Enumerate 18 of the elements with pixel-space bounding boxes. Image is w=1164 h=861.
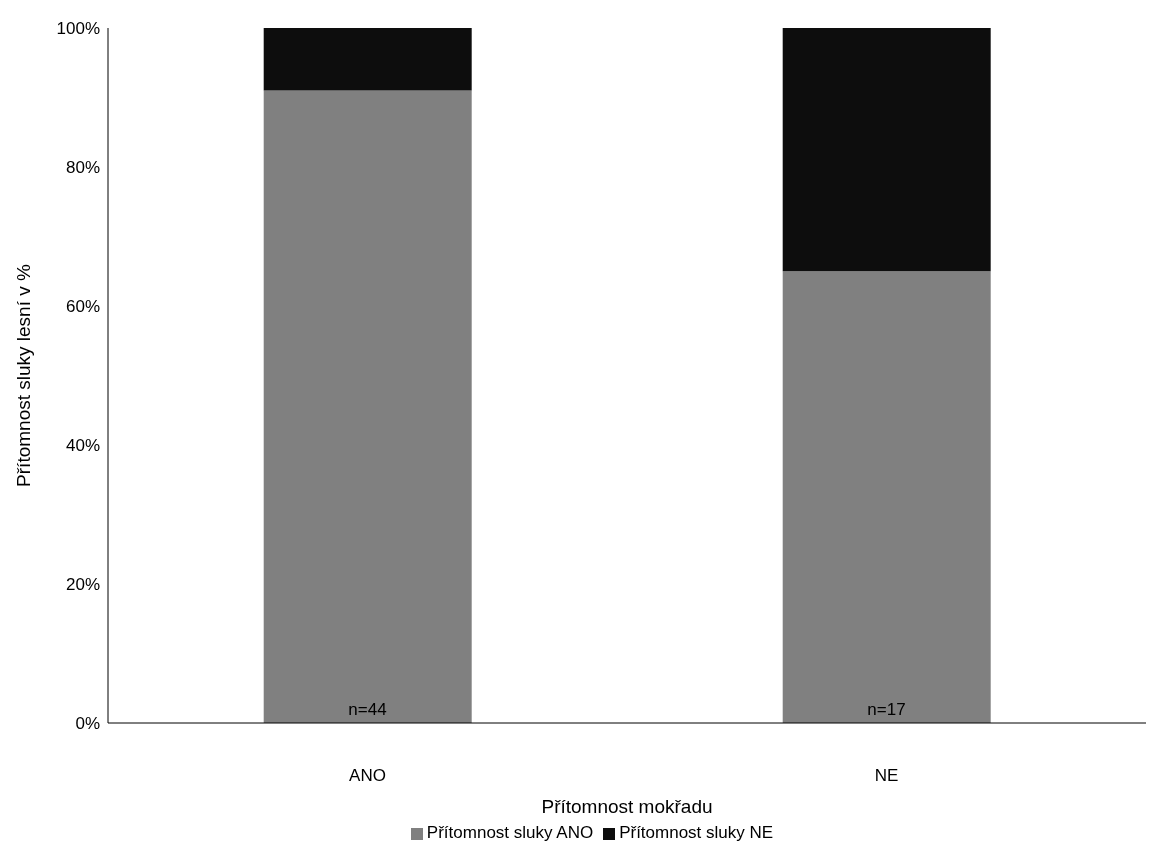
y-tick-label: 100% bbox=[56, 19, 100, 39]
annotation: n=17 bbox=[867, 700, 906, 720]
bar bbox=[782, 271, 991, 723]
annotation: n=44 bbox=[348, 700, 387, 720]
y-tick-label: 40% bbox=[65, 436, 100, 456]
x-tick-label: ANO bbox=[349, 766, 386, 786]
y-tick-label: 0% bbox=[75, 714, 100, 734]
legend-label: Přítomnost sluky ANO bbox=[426, 823, 594, 842]
legend-label: Přítomnost sluky NE bbox=[619, 823, 774, 842]
bar bbox=[263, 28, 472, 91]
y-axis-title: Přítomnost sluky lesní v % bbox=[12, 264, 34, 487]
y-tick-label: 80% bbox=[65, 158, 100, 178]
y-tick-label: 60% bbox=[65, 297, 100, 317]
bar bbox=[263, 90, 472, 723]
x-tick-label: NE bbox=[874, 766, 899, 786]
bar bbox=[782, 28, 991, 272]
y-tick-label: 20% bbox=[65, 575, 100, 595]
x-axis-title: Přítomnost mokřadu bbox=[541, 796, 713, 817]
